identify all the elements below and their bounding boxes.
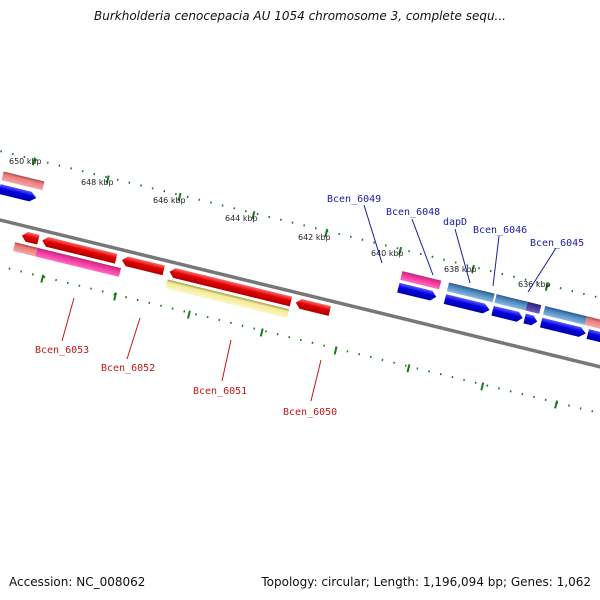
feature-pink-left[interactable] [1,171,45,191]
cds-forward-6046[interactable] [539,317,587,339]
feature-steel-6048[interactable] [446,282,495,303]
gene-features [0,171,600,347]
feature-salmon-6045[interactable] [584,316,600,334]
ruler-labels: 650 kbp 648 kbp 646 kbp 644 kbp 642 kbp … [9,157,551,289]
feature-salmon-6053[interactable] [13,242,38,257]
cds-reverse-6053-head[interactable] [21,231,40,245]
gene-label-bcen-6049[interactable]: Bcen_6049 [327,194,381,205]
cds-reverse-6053[interactable] [41,236,118,264]
chromosome-backbone [0,208,600,384]
cds-forward-dapD-2[interactable] [523,313,538,327]
gene-label-dapd[interactable]: dapD [443,217,467,228]
ruler-label-642: 642 kbp [298,233,331,242]
cds-reverse-6050[interactable] [295,298,332,316]
gene-label-bcen-6053[interactable]: Bcen_6053 [35,345,89,356]
gene-label-bcen-6048[interactable]: Bcen_6048 [386,207,440,218]
cds-reverse-6052[interactable] [121,255,165,276]
cds-forward-6049[interactable] [397,282,437,302]
gene-label-bcen-6045[interactable]: Bcen_6045 [530,238,584,249]
cds-forward-left[interactable] [0,184,37,203]
ruler-label-648: 648 kbp [81,178,114,187]
gene-labels-forward: Bcen_6049 Bcen_6048 dapD Bcen_6046 Bcen_… [327,194,584,249]
cds-forward-dapD[interactable] [491,305,523,323]
ruler-label-644: 644 kbp [225,214,258,223]
feature-pink-6049[interactable] [400,271,442,290]
topology-summary: Topology: circular; Length: 1,196,094 bp… [261,575,591,589]
ruler-label-636: 636 kbp [518,280,551,289]
cds-reverse-6051[interactable] [168,267,293,307]
ruler-label-640: 640 kbp [371,249,404,258]
cds-forward-6048[interactable] [443,294,491,315]
cds-forward-6045[interactable] [586,329,600,347]
map-title: Burkholderia cenocepacia AU 1054 chromos… [94,9,506,23]
gene-label-bcen-6052[interactable]: Bcen_6052 [101,363,155,374]
gene-label-bcen-6050[interactable]: Bcen_6050 [283,407,337,418]
gene-labels-reverse: Bcen_6053 Bcen_6052 Bcen_6051 Bcen_6050 [35,345,337,418]
ruler-label-646: 646 kbp [153,196,186,205]
feature-steel-dapD[interactable] [494,294,528,311]
feature-steel-6046[interactable] [543,306,587,326]
gene-label-bcen-6046[interactable]: Bcen_6046 [473,225,527,236]
gene-label-bcen-6051[interactable]: Bcen_6051 [193,386,247,397]
feature-yellow-6051[interactable] [165,279,290,319]
accession-label: Accession: NC_008062 [9,575,146,589]
ruler-label-638: 638 kbp [444,265,477,274]
ruler-label-650: 650 kbp [9,157,42,166]
inner-ruler-major-ticks [40,274,559,409]
outer-ruler-major-ticks [31,157,549,292]
feature-pink-6053[interactable] [35,247,122,277]
label-leaders [61,204,557,402]
feature-purple-dapD[interactable] [525,301,542,314]
inner-ruler [0,253,600,427]
